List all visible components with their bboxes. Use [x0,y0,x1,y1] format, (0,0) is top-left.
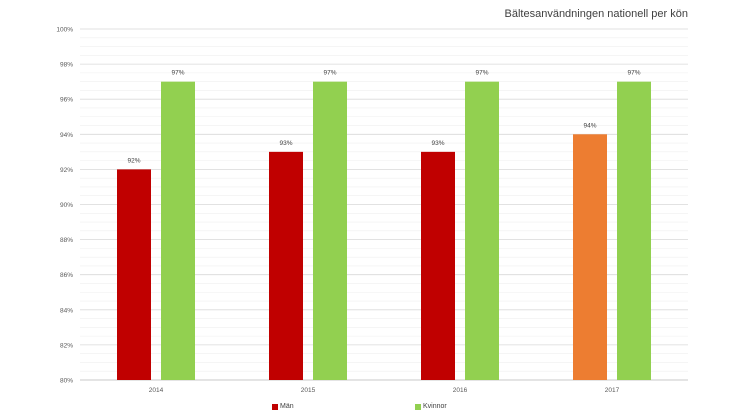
y-tick-label: 94% [60,132,73,139]
legend: Män Kvinnor [0,403,746,415]
bar-men [117,169,151,380]
bar-women [313,81,347,381]
data-label: 97% [475,70,488,77]
legend-swatch-men [272,403,278,410]
legend-label-women: Kvinnor [423,403,447,410]
data-label: 93% [279,140,292,147]
legend-swatch-women [415,403,421,410]
x-tick-label: 2016 [453,387,468,394]
y-tick-label: 90% [60,202,73,209]
y-tick-label: 88% [60,237,73,244]
y-tick-label: 84% [60,307,73,314]
y-tick-label: 86% [60,272,73,279]
data-label: 97% [171,70,184,77]
legend-item-men: Män [272,403,294,410]
data-label: 92% [127,157,140,164]
data-label: 93% [431,140,444,147]
data-label: 97% [323,70,336,77]
y-tick-label: 82% [60,342,73,349]
y-tick-label: 100% [56,27,73,34]
data-label: 94% [583,122,596,129]
x-tick-label: 2017 [605,387,620,394]
bar-men [421,151,455,380]
chart-title: Bältesanvändningen nationell per kön [504,8,688,20]
bar-women [465,81,499,381]
legend-item-women: Kvinnor [415,403,447,410]
bar-men [573,134,607,380]
x-tick-label: 2014 [149,387,164,394]
y-tick-label: 98% [60,62,73,69]
bar-women [161,81,195,381]
legend-label-men: Män [280,403,294,410]
y-tick-label: 92% [60,167,73,174]
data-label: 97% [627,70,640,77]
bar-women [617,81,651,381]
y-tick-label: 96% [60,97,73,104]
y-tick-label: 80% [60,378,73,385]
bar-men [269,151,303,380]
x-tick-label: 2015 [301,387,316,394]
